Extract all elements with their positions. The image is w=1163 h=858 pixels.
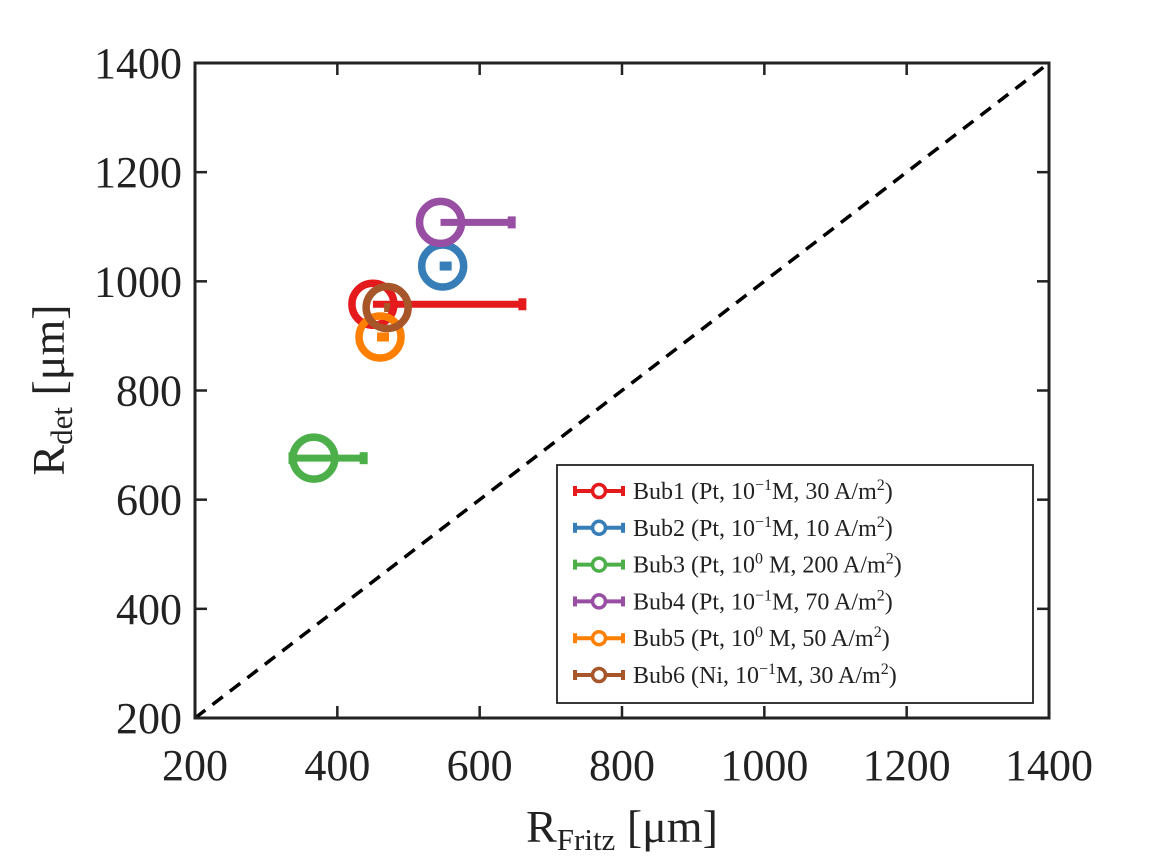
x-tick-label-2: 600 [447,741,513,790]
axis-labels: RFritz [μm] Rdet [μm] [23,304,718,857]
y-tick-label-3: 800 [116,367,182,416]
x-tick-label-0: 200 [162,741,228,790]
y-axis-label: Rdet [μm] [23,304,79,475]
legend-marker-Bub2 [590,519,608,537]
plot-area [193,61,1051,720]
legend-label-Bub3: Bub3 (Pt, 100 M, 200 A/m2) [633,551,902,579]
axes-frame [193,61,1051,720]
legend: Bub1 (Pt, 10−1M, 30 A/m2) Bub2 (Pt, 10−1M… [556,464,1034,704]
legend-label-Bub4: Bub4 (Pt, 10−1M, 70 A/m2) [633,587,893,615]
y-tick-label-4: 1000 [94,257,182,306]
x-tick-label-4: 1000 [720,741,808,790]
y-tick-label-2: 600 [116,476,182,525]
marker-Bub5 [355,312,405,362]
legend-marker-Bub1 [590,482,608,500]
legend-marker-Bub5 [590,629,608,647]
marker-Bub6 [362,282,412,333]
legend-label-Bub6: Bub6 (Ni, 10−1M, 30 A/m2) [633,661,897,689]
marker-Bub3 [289,433,339,483]
legend-marker-Bub3 [590,556,608,573]
reference-line [193,61,1051,720]
legend-label-Bub2: Bub2 (Pt, 10−1M, 10 A/m2) [633,514,893,542]
y-tick-label-5: 1200 [94,148,182,197]
y-tick-label-6: 1400 [94,39,182,88]
x-axis-label: RFritz [μm] [526,801,718,857]
legend-marker-Bub4 [590,593,608,610]
marker-Bub4 [415,197,466,248]
legend-label-Bub5: Bub5 (Pt, 100 M, 50 A/m2) [633,624,890,652]
x-tick-label-1: 400 [304,741,370,790]
axis-ticks: 200 400 600 800 1000 1200 1400 200 400 600 800 1000… [94,39,1093,790]
legend-box [556,464,1034,704]
legend-label-Bub1: Bub1 (Pt, 10−1M, 30 A/m2) [633,477,893,505]
x-tick-label-3: 800 [589,741,655,790]
y-tick-label-1: 400 [116,585,182,634]
x-tick-label-5: 1200 [863,741,951,790]
x-tick-label-6: 1400 [1005,741,1093,790]
legend-marker-Bub6 [590,666,608,684]
y-tick-label-0: 200 [116,694,182,743]
